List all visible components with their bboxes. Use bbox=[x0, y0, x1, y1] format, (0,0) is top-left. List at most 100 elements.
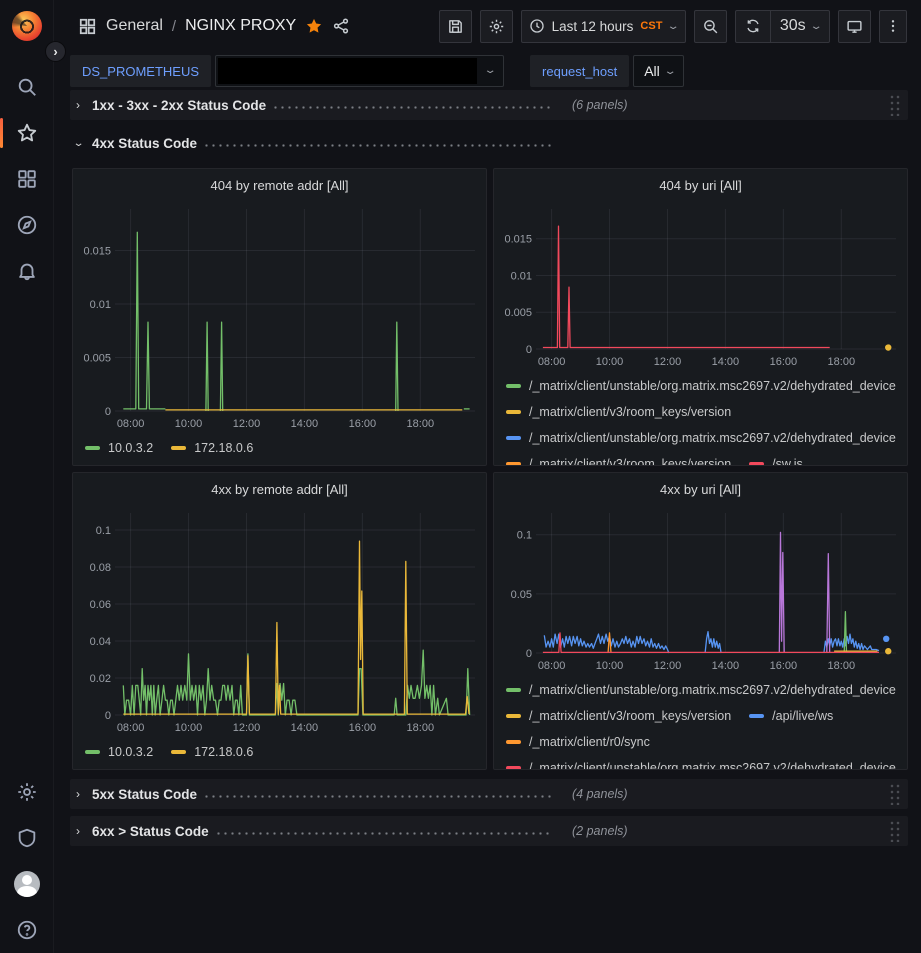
share-icon[interactable] bbox=[332, 17, 350, 35]
favorite-star-icon[interactable] bbox=[305, 17, 323, 35]
svg-text:18:00: 18:00 bbox=[407, 722, 435, 734]
chart-svg[interactable]: 08:0010:0012:0014:0016:0018:0000.0050.01… bbox=[494, 201, 905, 371]
sidebar-expand-button[interactable]: › bbox=[45, 41, 66, 62]
sidebar-item-explore[interactable] bbox=[0, 202, 54, 248]
legend-color-swatch bbox=[85, 446, 100, 450]
sidebar-item-configuration[interactable] bbox=[0, 769, 54, 815]
svg-text:10:00: 10:00 bbox=[596, 356, 624, 368]
svg-text:12:00: 12:00 bbox=[654, 356, 682, 368]
svg-text:0.01: 0.01 bbox=[90, 299, 111, 311]
row-header-4xx[interactable]: ⌄4xx Status Code bbox=[70, 130, 908, 156]
dashboard-body: ›1xx - 3xx - 2xx Status Code(6 panels) ⌄… bbox=[70, 90, 908, 164]
panel-404-by-uri: 404 by uri [All]08:0010:0012:0014:0016:0… bbox=[493, 168, 908, 466]
legend-color-swatch bbox=[506, 714, 521, 718]
legend-color-swatch bbox=[749, 462, 764, 466]
zoom-out-icon bbox=[702, 18, 719, 35]
help-icon bbox=[16, 919, 38, 941]
legend-item[interactable]: /_matrix/client/unstable/org.matrix.msc2… bbox=[506, 755, 896, 770]
sidebar-item-dashboards[interactable] bbox=[0, 156, 54, 202]
legend-series-label: /_matrix/client/unstable/org.matrix.msc2… bbox=[529, 683, 896, 697]
refresh-button[interactable] bbox=[736, 11, 770, 42]
panel-title[interactable]: 4xx by remote addr [All] bbox=[73, 473, 486, 505]
legend-series-label: /api/live/ws bbox=[772, 709, 833, 723]
sidebar-item-search[interactable] bbox=[0, 64, 54, 110]
legend-item[interactable]: /_matrix/client/unstable/org.matrix.msc2… bbox=[506, 677, 896, 703]
variable-select-request-host[interactable]: All ⌄ bbox=[633, 55, 684, 87]
variable-label-request-host: request_host bbox=[530, 55, 629, 87]
panel-title[interactable]: 404 by uri [All] bbox=[494, 169, 907, 201]
chart-svg[interactable]: 08:0010:0012:0014:0016:0018:0000.020.040… bbox=[73, 505, 484, 737]
row-header-6xx[interactable]: ›6xx > Status Code(2 panels) bbox=[70, 816, 908, 846]
row-panel-count: (6 panels) bbox=[572, 98, 628, 112]
save-dashboard-button[interactable] bbox=[439, 10, 472, 43]
legend-series-label: 172.18.0.6 bbox=[194, 441, 253, 455]
avatar bbox=[14, 871, 40, 897]
bell-icon bbox=[16, 260, 38, 282]
tv-mode-button[interactable] bbox=[838, 10, 871, 43]
legend-item[interactable]: /_matrix/client/v3/room_keys/version bbox=[506, 703, 731, 729]
panel-title[interactable]: 404 by remote addr [All] bbox=[73, 169, 486, 201]
compass-icon bbox=[16, 214, 38, 236]
legend-item[interactable]: 172.18.0.6 bbox=[171, 739, 253, 765]
dashboard-bottom-rows: ›5xx Status Code(4 panels) ›6xx > Status… bbox=[70, 779, 908, 846]
legend-item[interactable]: /_matrix/client/r0/sync bbox=[506, 729, 650, 755]
row-drag-handle[interactable] bbox=[889, 820, 900, 842]
legend-item[interactable]: 172.18.0.6 bbox=[171, 435, 253, 461]
row-title-group: ›6xx > Status Code bbox=[76, 824, 554, 839]
sidebar-item-starred[interactable] bbox=[0, 110, 54, 156]
svg-text:0.1: 0.1 bbox=[517, 530, 532, 542]
legend-item[interactable]: /_matrix/client/unstable/org.matrix.msc2… bbox=[506, 425, 896, 451]
svg-text:16:00: 16:00 bbox=[770, 356, 798, 368]
legend-item[interactable]: 10.0.3.2 bbox=[85, 739, 153, 765]
time-range-picker[interactable]: Last 12 hours CST ⌄ bbox=[521, 10, 686, 43]
sidebar-item-alerting[interactable] bbox=[0, 248, 54, 294]
svg-text:12:00: 12:00 bbox=[233, 722, 261, 734]
plot-area: 08:0010:0012:0014:0016:0018:0000.0050.01… bbox=[73, 201, 486, 433]
sidebar bbox=[0, 0, 54, 953]
row-drag-handle[interactable] bbox=[889, 783, 900, 805]
svg-text:0.005: 0.005 bbox=[83, 352, 111, 364]
plot-area: 08:0010:0012:0014:0016:0018:0000.020.040… bbox=[73, 505, 486, 737]
row-header-5xx[interactable]: ›5xx Status Code(4 panels) bbox=[70, 779, 908, 809]
panel-legend: /_matrix/client/unstable/org.matrix.msc2… bbox=[494, 675, 907, 770]
variable-select-ds-prometheus[interactable]: ⌄ bbox=[215, 55, 504, 87]
chevron-right-icon: › bbox=[76, 98, 92, 112]
breadcrumb-dashboard-title[interactable]: NGINX PROXY bbox=[185, 17, 296, 35]
dashboard-settings-button[interactable] bbox=[480, 10, 513, 43]
legend-item[interactable]: /_matrix/client/v3/room_keys/version bbox=[506, 399, 731, 425]
sidebar-item-help[interactable] bbox=[0, 907, 54, 953]
chart-svg[interactable]: 08:0010:0012:0014:0016:0018:0000.050.1 bbox=[494, 505, 905, 675]
row-drag-handle[interactable] bbox=[889, 94, 900, 116]
breadcrumb-section[interactable]: General bbox=[106, 17, 163, 35]
legend-item[interactable]: /_matrix/client/v3/room_keys/version bbox=[506, 451, 731, 466]
shield-icon bbox=[16, 827, 38, 849]
grafana-logo[interactable] bbox=[0, 0, 54, 52]
panel-4xx-by-remote-addr: 4xx by remote addr [All]08:0010:0012:001… bbox=[72, 472, 487, 770]
panel-legend: 10.0.3.2 172.18.0.6 bbox=[73, 737, 486, 770]
sidebar-item-profile[interactable] bbox=[0, 861, 54, 907]
panel-legend: 10.0.3.2 172.18.0.6 bbox=[73, 433, 486, 466]
legend-series-label: 10.0.3.2 bbox=[108, 441, 153, 455]
svg-text:0.05: 0.05 bbox=[511, 589, 532, 601]
chevron-down-icon: ⌄ bbox=[663, 66, 676, 77]
chart-svg[interactable]: 08:0010:0012:0014:0016:0018:0000.0050.01… bbox=[73, 201, 484, 433]
zoom-out-time-button[interactable] bbox=[694, 10, 727, 43]
grafana-logo-icon bbox=[12, 11, 42, 41]
breadcrumb: General / NGINX PROXY bbox=[78, 17, 350, 36]
legend-color-swatch bbox=[506, 688, 521, 692]
legend-item[interactable]: /api/live/ws bbox=[749, 703, 833, 729]
legend-item[interactable]: 10.0.3.2 bbox=[85, 435, 153, 461]
dotted-leader bbox=[203, 144, 552, 147]
legend-color-swatch bbox=[506, 384, 521, 388]
legend-item[interactable]: /_matrix/client/unstable/org.matrix.msc2… bbox=[506, 373, 896, 399]
legend-series-label: /sw.js bbox=[772, 457, 803, 466]
panel-title[interactable]: 4xx by uri [All] bbox=[494, 473, 907, 505]
legend-item[interactable]: /sw.js bbox=[749, 451, 803, 466]
chevron-down-icon: ⌄ bbox=[667, 21, 680, 32]
row-header-1xx-3xx-2xx[interactable]: ›1xx - 3xx - 2xx Status Code(6 panels) bbox=[70, 90, 908, 120]
more-options-button[interactable] bbox=[879, 10, 907, 43]
sidebar-item-server-admin[interactable] bbox=[0, 815, 54, 861]
legend-color-swatch bbox=[171, 446, 186, 450]
refresh-interval-dropdown[interactable]: 30s ⌄ bbox=[770, 11, 829, 42]
chevron-down-icon: ⌄ bbox=[809, 21, 822, 32]
